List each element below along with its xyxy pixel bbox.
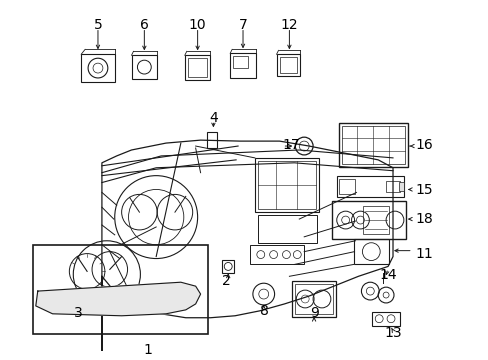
Text: 2: 2 [222,274,230,288]
Bar [331,201,405,239]
Bar [338,123,407,167]
Text: 13: 13 [384,326,401,339]
Bar [295,284,332,314]
Bar [363,206,388,234]
Bar [341,126,404,164]
Bar [184,55,210,80]
Text: 14: 14 [379,269,396,282]
Bar [353,239,388,265]
Bar [398,181,403,192]
Text: 4: 4 [208,111,217,125]
Bar [222,260,234,273]
Bar [131,55,157,79]
Text: 8: 8 [260,304,268,318]
Bar [81,54,115,82]
Text: 17: 17 [282,138,300,152]
Bar [33,245,208,333]
Text: 12: 12 [280,18,298,32]
Bar [336,176,403,197]
Bar [276,54,300,76]
Bar [187,58,207,77]
Polygon shape [36,282,200,316]
Bar [386,181,399,193]
Text: 18: 18 [415,212,432,226]
Bar [254,158,318,212]
Bar [230,53,255,78]
Bar [279,57,297,73]
Bar [233,56,247,68]
Text: 15: 15 [415,183,432,197]
Bar [338,179,354,194]
Bar [249,245,304,265]
Text: 6: 6 [140,18,148,32]
Text: 9: 9 [309,306,318,320]
Bar [292,281,335,317]
Text: 10: 10 [188,18,206,32]
Text: 7: 7 [238,18,247,32]
Bar [257,215,316,243]
Text: 5: 5 [93,18,102,32]
Bar [257,161,315,209]
Bar [207,132,217,148]
Bar [371,312,399,326]
Text: 11: 11 [415,247,432,261]
Text: 1: 1 [143,343,152,357]
Text: 16: 16 [415,138,432,152]
Text: 3: 3 [74,306,83,320]
